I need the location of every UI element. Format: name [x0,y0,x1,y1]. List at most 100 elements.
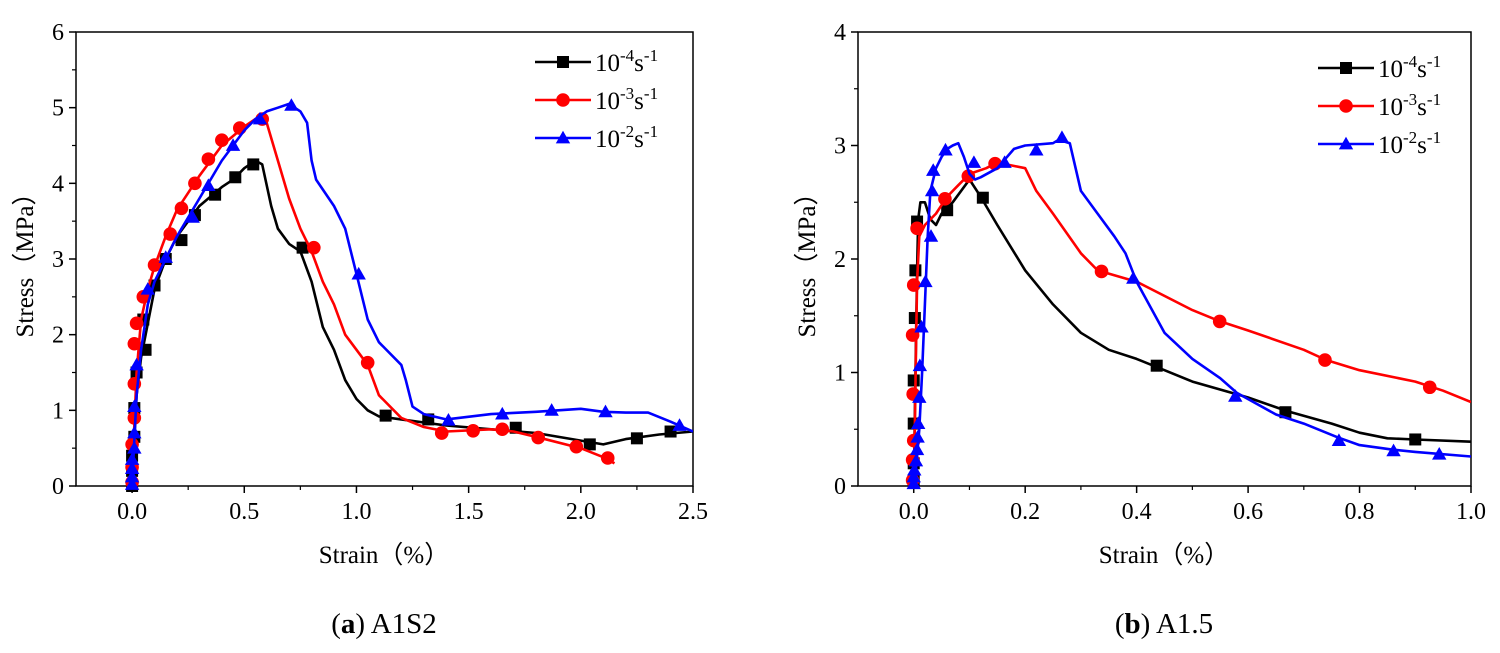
panel-a-x-tick-label: 1.0 [341,499,371,525]
panel-a-y-tick-label: 2 [52,323,64,349]
panel-a-x-tick-label: 2.5 [678,499,708,525]
panel-a-x-tick-label: 0.5 [229,499,259,525]
panel-b-data-point-triangle [1228,389,1243,402]
panel-b-y-tick-label: 1 [834,361,846,387]
panel-b-y-tick-label: 3 [834,134,846,160]
panel-a-data-point-circle [569,439,584,454]
panel-a-data-point-square [175,234,188,247]
panel-a-x-axis-title: Strain（%） [319,541,450,569]
panel-b-x-axis-title: Strain（%） [1099,541,1230,569]
panel-a-data-point-triangle [351,266,366,280]
panel-b-data-point-square [1150,359,1163,372]
panel-a-data-point-circle [163,227,178,241]
panel-b-data-point-triangle [1331,433,1347,446]
panel-b-legend-label: 10-2s-1 [1378,128,1441,159]
panel-a-legend-marker-triangle [555,130,571,144]
panel-a-data-point-square [229,171,242,184]
panel-b-data-point-triangle [914,319,929,333]
panel-a-data-point-triangle [495,406,510,420]
panel-b-y-tick-label: 4 [834,20,846,46]
panel-a-data-point-triangle [127,425,142,439]
panel-a-data-point-circle [127,336,142,351]
panel-a-data-point-circle [434,426,449,440]
panel-b-legend-marker-triangle [1338,136,1354,150]
panel-b-data-point-square [907,374,920,387]
panel-a-data-point-square [296,241,309,254]
panel-a-legend-marker-square [557,56,569,68]
panel-a-data-point-square [583,438,596,451]
panel-b-data-point-triangle [926,163,941,176]
panel-b-data-point-triangle [912,390,927,403]
panel-b-data-point-triangle [910,429,925,443]
panel-b-legend-label: 10-4s-1 [1378,52,1441,83]
panel-a-chart: 0.0 0.5 1.0 1.5 2.0 2.5 0 1 2 3 4 5 6 10-4s-1 10-3s-1… [11,20,708,640]
panel-b-data-point-triangle [906,476,921,490]
panel-a-data-point-triangle [124,477,140,490]
panel-b-data-point-triangle [1054,130,1070,143]
panel-a-x-tick-label: 2.0 [566,499,596,525]
panel-a-data-point-triangle [441,412,456,426]
panel-b-data-point-square [1409,433,1422,446]
panel-b-data-point-circle [1094,264,1109,279]
panel-a-y-tick-label: 0 [52,474,64,500]
panel-a-y-tick-label: 4 [52,171,64,197]
panel-b-data-point-triangle [907,462,922,476]
panel-b-legend-label: 10-3s-1 [1378,90,1441,121]
panel-b-x-tick-label: 0.0 [899,499,929,525]
panel-a-legend-label: 10-3s-1 [595,84,658,115]
panel-b-series-line-square [912,178,1471,486]
panel-b-data-point-triangle [997,155,1012,168]
panel-a-series [124,98,693,492]
panel-b-series-line-triangle [912,138,1471,486]
panel-a-data-point-triangle [201,178,216,192]
panel-a-data-point-square [379,409,392,422]
panel-b-y-tick-label: 0 [834,474,846,500]
panel-a-data-point-circle [495,422,510,437]
panel-a-legend-label: 10-4s-1 [595,46,658,77]
panel-a-series-line-square [130,159,693,486]
panel-b-data-point-triangle [910,416,926,429]
panel-a-caption-letter: a [341,608,356,640]
panel-b-data-point-circle [1318,353,1332,367]
panel-b-data-point-square [976,191,989,204]
panel-b-data-point-circle [1212,314,1227,329]
panel-a-data-point-circle [188,176,202,191]
panel-b-data-point-triangle [918,274,933,288]
panel-a-data-point-square [664,425,677,438]
panel-a-y-axis-title: Stress（MPa） [11,181,39,338]
panel-a-data-point-square [209,188,222,201]
panel-b-data-point-square [1279,406,1292,419]
panel-b-y-axis-title: Stress（MPa） [793,181,821,338]
panel-b-data-point-square [941,204,954,217]
panel-a-caption-text: A1S2 [371,608,437,640]
panel-a-data-point-triangle [124,452,140,465]
panel-a-data-point-triangle [127,399,142,412]
panel-a-series-line-triangle [130,102,693,486]
panel-b-legend-marker-square [1340,62,1352,74]
panel-a-y-tick-label: 6 [52,20,64,46]
panel-a-data-point-triangle [672,418,687,431]
panel-a-data-point-square [630,432,643,445]
panel-a-data-point-circle [307,240,321,255]
panel-a-legend-marker-circle [556,93,570,107]
panel-a-data-point-triangle [158,250,173,263]
panel-b-data-point-triangle [1029,142,1044,156]
panel-b-data-point-triangle [1386,443,1401,457]
panel-a-data-point-triangle [544,403,559,416]
panel-a-data-point-circle [174,201,189,216]
panel-a-data-point-triangle [225,138,241,151]
panel-b-data-point-triangle [909,442,925,456]
panel-b-x-tick-label: 0.4 [1122,499,1152,525]
panel-a-data-point-triangle [252,111,268,125]
panel-b-data-point-triangle [906,469,921,483]
panel-a-data-point-circle [360,355,375,370]
panel-a-data-point-triangle [129,357,144,371]
panel-a-x-tick-label: 1.5 [454,499,484,525]
panel-a-data-point-square [509,421,522,434]
panel-b-x-tick-label: 0.2 [1010,499,1040,525]
panel-a-data-point-triangle [598,404,613,418]
panel-b-data-point-circle [938,192,952,206]
panel-a-data-point-triangle [185,210,200,223]
